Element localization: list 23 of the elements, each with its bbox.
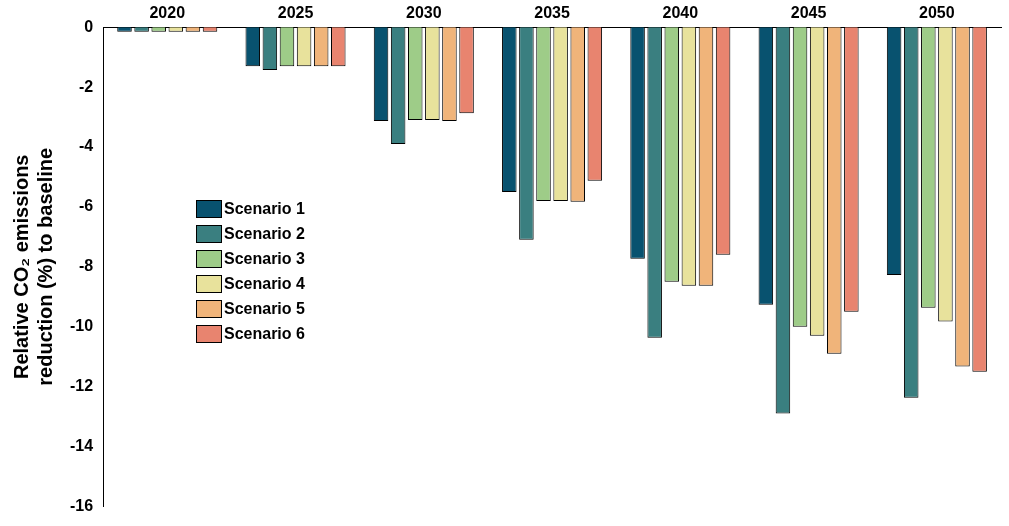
- y-tick-label: -4: [78, 137, 94, 155]
- legend-label: Scenario 2: [224, 224, 305, 243]
- y-tick-label: 0: [84, 17, 94, 35]
- y-tick-label: -10: [70, 317, 94, 335]
- legend-label: Scenario 1: [224, 199, 305, 218]
- x-tick-label: 2035: [534, 4, 570, 22]
- x-tick-label: 2045: [790, 4, 827, 22]
- y-tick-label: -12: [70, 377, 94, 395]
- y-tick-label: -6: [78, 197, 94, 215]
- legend-label: Scenario 3: [224, 249, 305, 268]
- x-tick-label: 2025: [277, 4, 314, 22]
- x-tick-label: 2040: [662, 4, 699, 22]
- y-tick-label: -8: [78, 257, 94, 275]
- x-tick-label: 2030: [406, 4, 442, 22]
- legend-label: Scenario 4: [224, 274, 305, 293]
- y-tick-label: -2: [78, 77, 94, 95]
- x-tick-label: 2050: [919, 4, 955, 22]
- legend-label: Scenario 6: [224, 324, 305, 343]
- y-tick-label: -14: [70, 436, 94, 454]
- legend-label: Scenario 5: [224, 299, 305, 318]
- y-axis-title: Relative CO₂ emissions reduction (%) to baseline: [9, 147, 56, 386]
- x-tick-label: 2020: [149, 4, 186, 22]
- y-tick-label: -16: [70, 496, 94, 514]
